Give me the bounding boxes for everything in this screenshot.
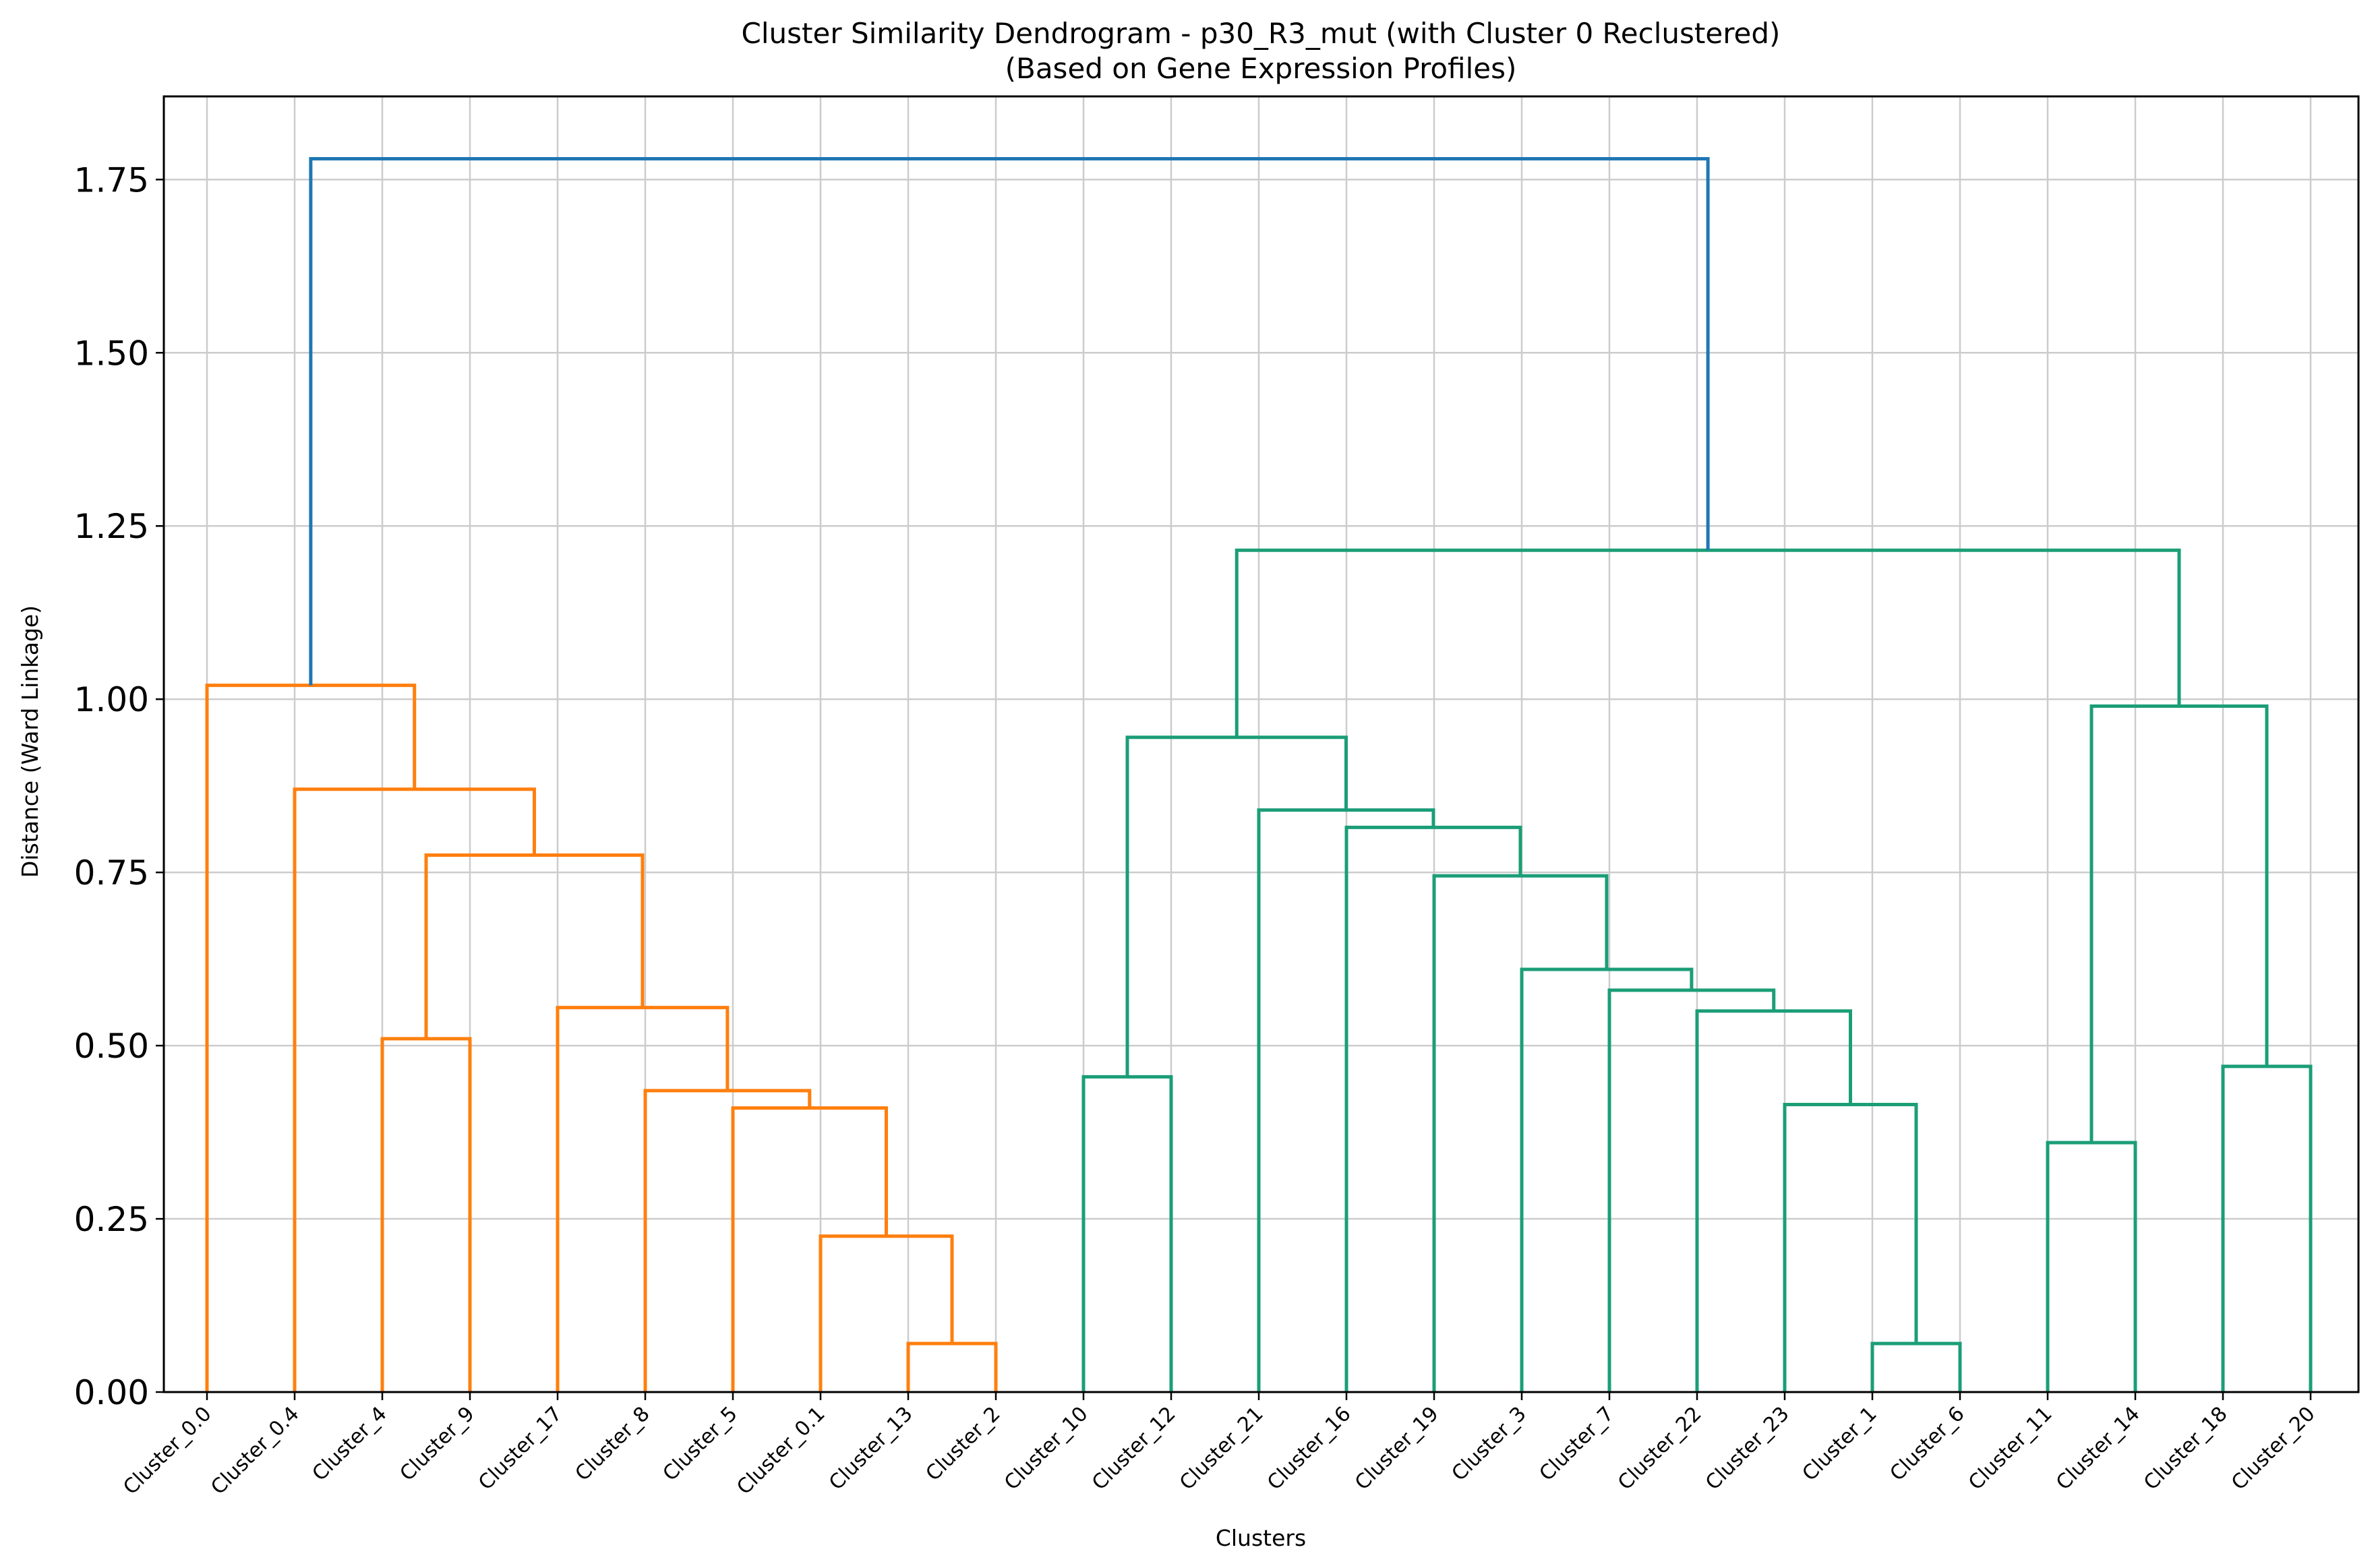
dendrogram-link [424, 853, 645, 1039]
y-tick-label: 1.00 [74, 680, 149, 719]
y-tick-label: 1.75 [74, 160, 149, 200]
y-tick-label: 1.25 [74, 507, 149, 546]
y-tick-label: 0.25 [74, 1200, 149, 1239]
dendrogram-link [1783, 1102, 1918, 1392]
dendrogram-link [293, 787, 536, 1392]
dendrogram-link [1344, 825, 1522, 1392]
chart-title: Cluster Similarity Dendrogram - p30_R3_m… [742, 17, 1781, 50]
dendrogram-link [309, 157, 1710, 686]
y-tick-label: 0.50 [74, 1027, 149, 1066]
dendrogram-link [2046, 1141, 2137, 1392]
y-tick-label: 0.75 [74, 853, 149, 893]
dendrogram-link [556, 1006, 730, 1392]
dendrogram-link [1235, 548, 2181, 737]
dendrogram-link [205, 684, 417, 1392]
y-axis-label: Distance (Ward Linkage) [17, 605, 43, 878]
x-axis-label: Clusters [1216, 1525, 1306, 1551]
dendrogram-link [1695, 1009, 1852, 1392]
dendrogram-link [731, 1106, 888, 1392]
dendrogram-link [1520, 967, 1694, 1392]
dendrogram-links [205, 157, 2313, 1392]
dendrogram-link [1081, 1075, 1173, 1392]
chart-subtitle: (Based on Gene Expression Profiles) [1005, 52, 1517, 85]
plot-frame [162, 95, 2360, 1393]
y-tick-label: 0.00 [74, 1373, 149, 1412]
dendrogram-link [380, 1037, 472, 1392]
y-tick-label: 1.50 [74, 334, 149, 373]
